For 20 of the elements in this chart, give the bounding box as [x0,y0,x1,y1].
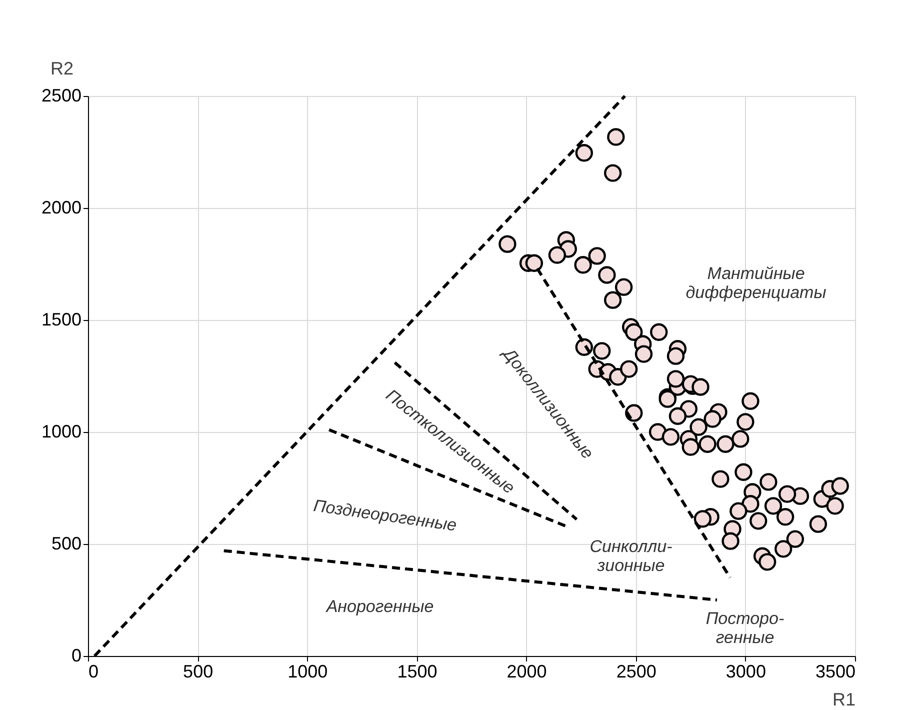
x-tick-label: 1500 [397,662,438,682]
annotation: Синколли- зионные [590,537,673,575]
y-tick-label: 500 [51,534,82,554]
y-tick-label: 0 [71,646,82,666]
y-axis-title: R2 [50,58,74,78]
x-axis-title: R1 [832,690,856,710]
annotation: Анорогенные [325,597,434,616]
x-tick-label: 3000 [726,662,766,682]
y-tick-label: 2500 [41,86,82,106]
y-tick-label: 2000 [41,198,82,218]
x-tick-label: 3500 [815,662,856,682]
x-tick-label: 500 [183,662,214,682]
y-tick-label: 1500 [41,310,82,330]
x-tick-label: 1000 [288,662,328,682]
x-tick-label: 0 [88,662,99,682]
y-tick-label: 1000 [41,422,82,442]
x-tick-label: 2000 [506,662,547,682]
annotation: Посторо- генные [706,609,784,647]
x-tick-label: 2500 [616,662,656,682]
annotation: Мантийные дифференциаты [686,264,827,302]
